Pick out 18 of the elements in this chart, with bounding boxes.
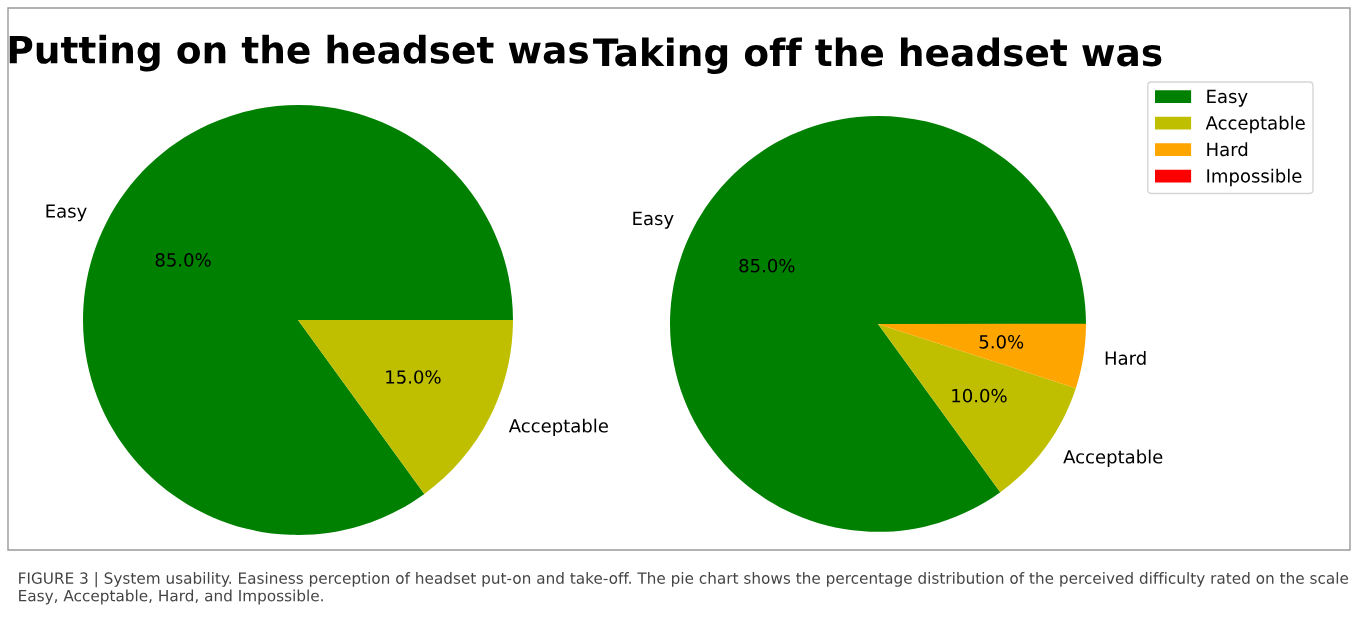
caption: FIGURE 3 | System usability. Easiness perception of headset put-on and take-off. The pie chart shows the percentage distribution of the perceived difficulty rated on the scale Easy, Acceptable, Hard, and Impossible. — [19, 572, 1349, 605]
legend-label: Impossible — [1207, 168, 1302, 187]
slice-label: Easy — [46, 204, 87, 222]
data-label: 85.0% — [739, 258, 795, 273]
chart-title: Putting on the headset was — [9, 34, 588, 72]
data-label: 85.0% — [155, 253, 211, 267]
legend-label: Acceptable — [1205, 115, 1305, 134]
data-label: 10.0% — [952, 388, 1007, 403]
chart-title: Taking off the headset was — [593, 37, 1162, 74]
slice-label: Easy — [633, 211, 674, 229]
data-label: 15.0% — [386, 370, 441, 384]
legend-label: Easy — [1207, 89, 1248, 107]
slice-label: Acceptable — [1063, 449, 1163, 468]
slice-label: Acceptable — [508, 418, 608, 437]
legend-label: Hard — [1207, 142, 1248, 157]
data-label: 5.0% — [979, 334, 1024, 349]
pie-slice — [878, 323, 1086, 389]
slice-label: Hard — [1105, 350, 1146, 365]
